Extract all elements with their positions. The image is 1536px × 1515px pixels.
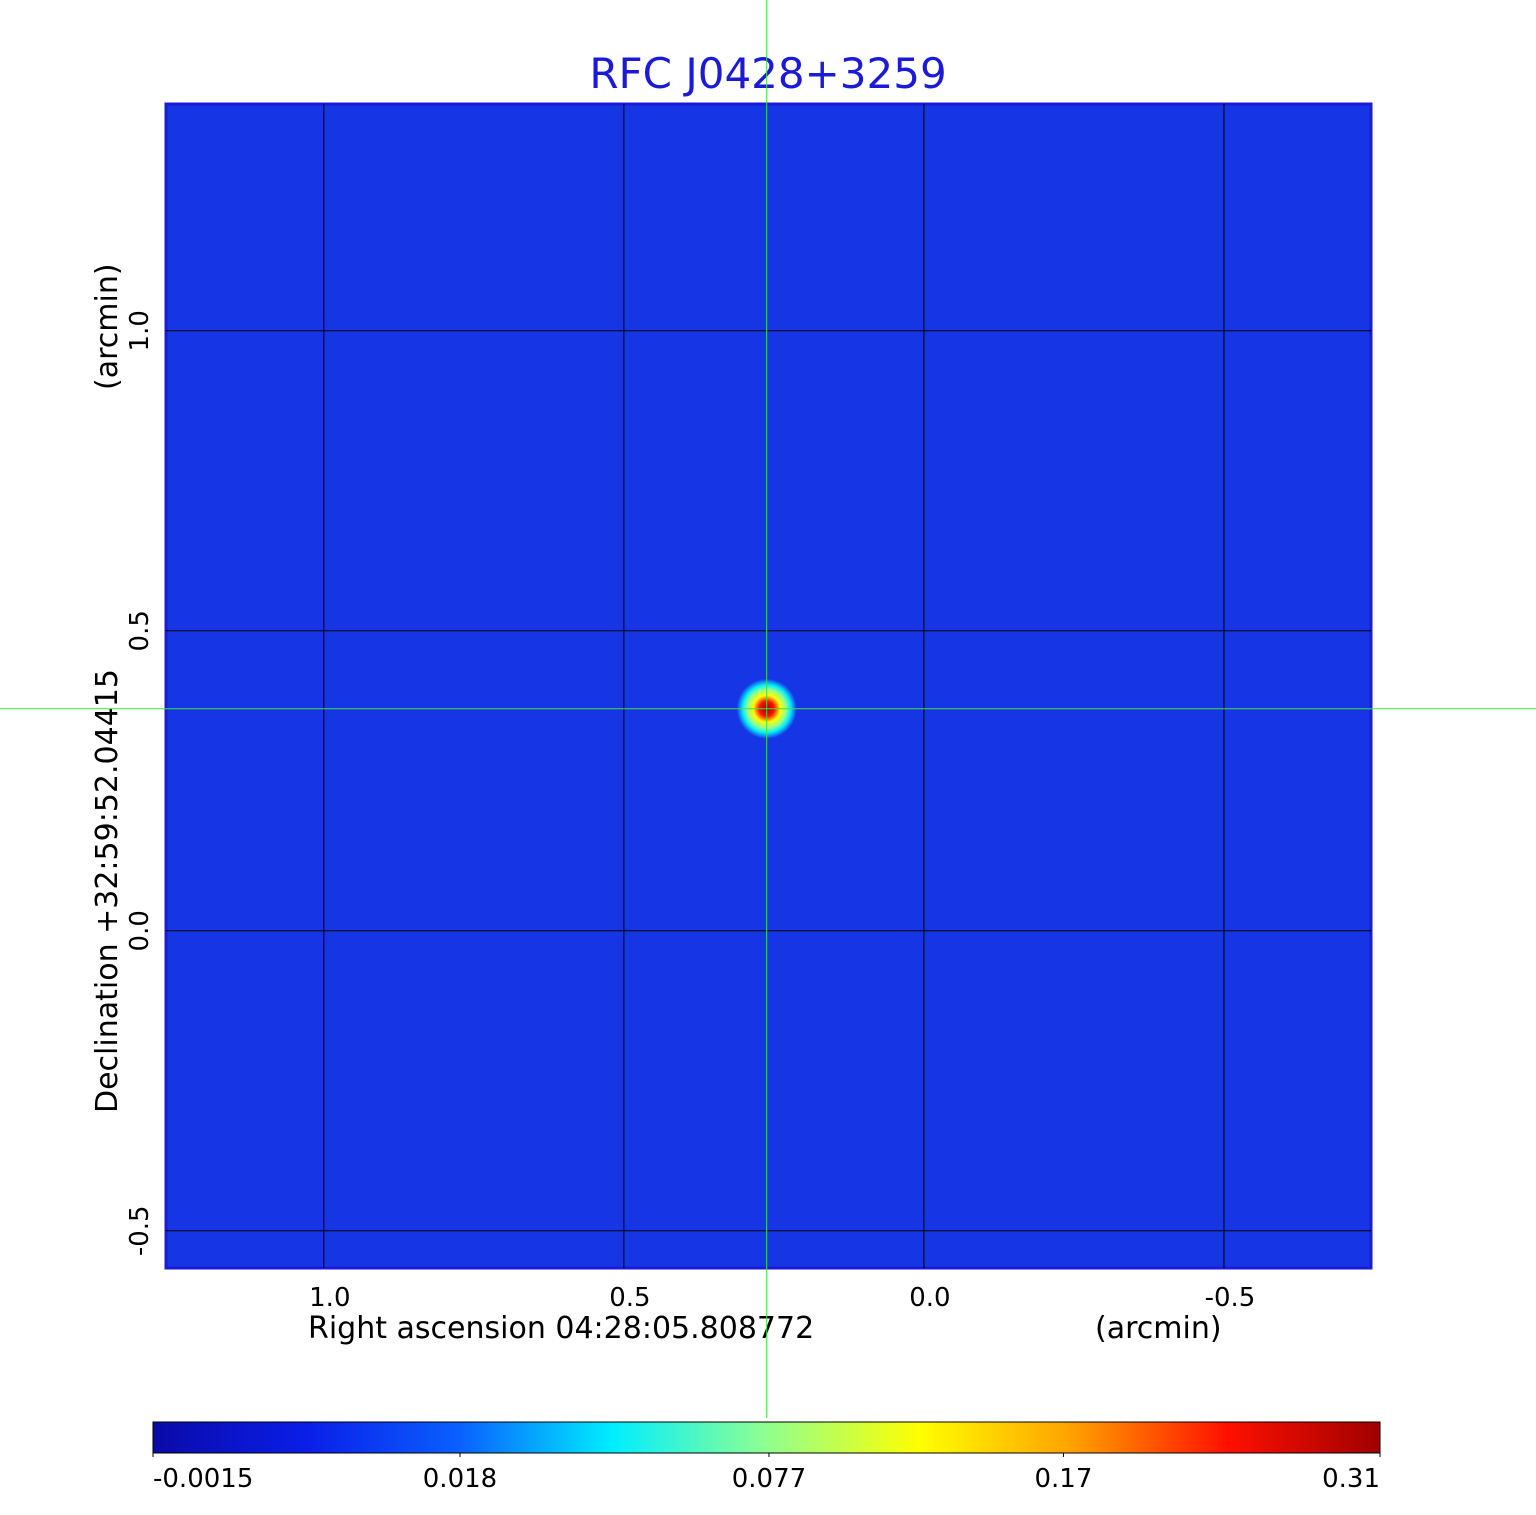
x-tick-label: 0.5 <box>609 1283 650 1313</box>
y-tick-label: 0.0 <box>125 910 155 951</box>
y-axis-label: Declination +32:59:52.04415 <box>90 669 125 1113</box>
colorbar-tick-label: 0.077 <box>732 1464 806 1494</box>
x-tick-label: 0.0 <box>909 1283 950 1313</box>
y-tick-label: 0.5 <box>125 610 155 651</box>
x-axis-unit: (arcmin) <box>1095 1311 1222 1346</box>
x-axis-label: Right ascension 04:28:05.808772 <box>308 1311 814 1346</box>
colorbar <box>152 1421 1381 1454</box>
y-tick-label: -0.5 <box>125 1205 155 1256</box>
chart-title: RFC J0428+3259 <box>589 49 946 98</box>
colorbar-tick-label: 0.17 <box>1034 1464 1092 1494</box>
y-axis-unit: (arcmin) <box>90 263 125 390</box>
y-tick-label: 1.0 <box>125 310 155 351</box>
colorbar-tick-label: -0.0015 <box>153 1464 253 1494</box>
x-tick-label: -0.5 <box>1205 1283 1256 1313</box>
x-tick-label: 1.0 <box>309 1283 350 1313</box>
colorbar-tick-label: 0.31 <box>1322 1464 1380 1494</box>
colorbar-tick-label: 0.018 <box>423 1464 497 1494</box>
